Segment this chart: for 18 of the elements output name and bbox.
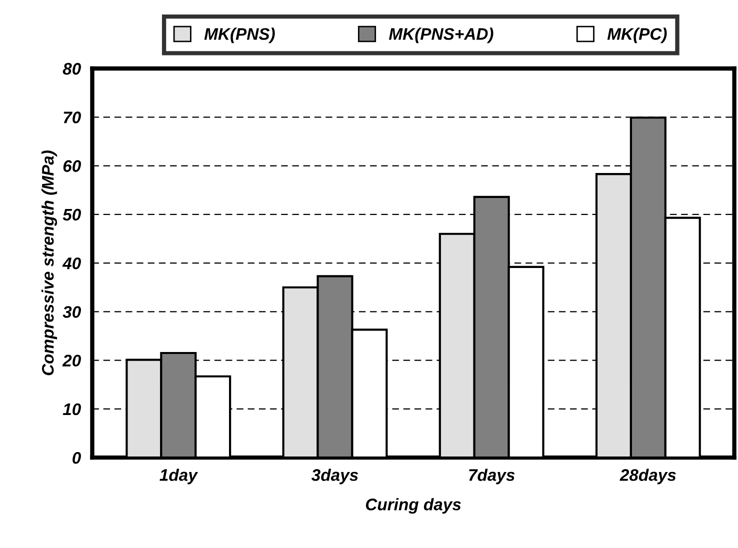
x-tick-label: 7days <box>469 468 515 484</box>
y-tick-label: 50 <box>62 208 81 221</box>
legend-label: MK(PC) <box>607 28 667 44</box>
y-axis-title: Compressive strength (MPa) <box>42 150 58 376</box>
legend-label: MK(PNS+AD) <box>388 28 494 44</box>
y-tick-label: 30 <box>62 306 81 318</box>
y-tick-label: 70 <box>64 112 81 124</box>
y-tick-label: 60 <box>63 160 81 172</box>
x-tick-label: 3days <box>311 468 358 484</box>
y-tick-label: 10 <box>62 403 81 416</box>
legend-label: MK(PNS) <box>204 28 275 44</box>
y-tick-label: 0 <box>72 452 81 464</box>
y-tick-label: 80 <box>62 62 81 75</box>
x-tick-label: 28days <box>620 468 676 484</box>
x-axis-title: Curing days <box>366 498 461 514</box>
y-tick-label: 40 <box>62 257 81 270</box>
y-tick-label: 20 <box>62 354 81 367</box>
x-tick-label: 1day <box>160 468 198 484</box>
